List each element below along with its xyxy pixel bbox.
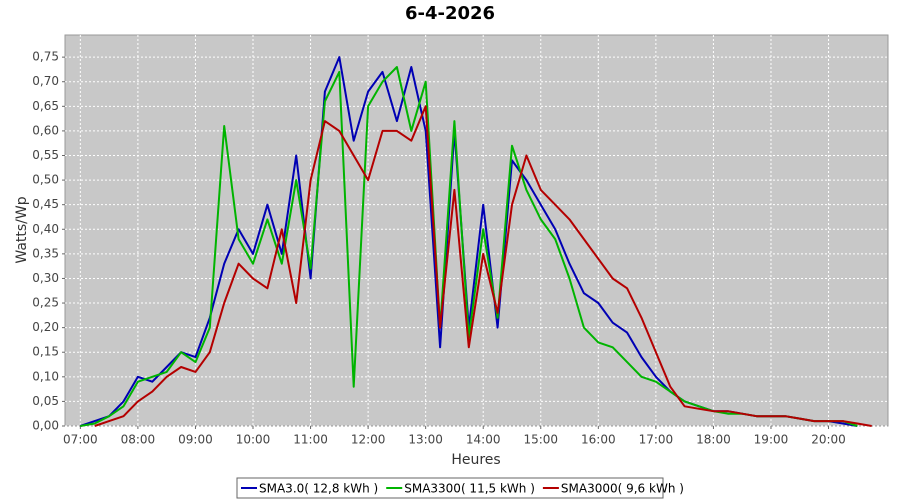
x-tick-label: 08:00 <box>121 433 156 447</box>
legend-label: SMA3.0( 12,8 kWh ) <box>259 482 378 496</box>
y-tick-label: 0,75 <box>32 50 59 64</box>
x-tick-label: 17:00 <box>639 433 674 447</box>
y-tick-label: 0,25 <box>32 296 59 310</box>
y-tick-label: 0,15 <box>32 345 59 359</box>
x-tick-label: 07:00 <box>63 433 98 447</box>
x-tick-label: 19:00 <box>754 433 789 447</box>
y-tick-label: 0,40 <box>32 222 59 236</box>
y-tick-label: 0,35 <box>32 246 59 260</box>
x-tick-label: 20:00 <box>811 433 846 447</box>
y-tick-label: 0,30 <box>32 271 59 285</box>
x-tick-label: 15:00 <box>523 433 558 447</box>
x-tick-label: 09:00 <box>178 433 213 447</box>
y-tick-label: 0,20 <box>32 320 59 334</box>
x-tick-label: 18:00 <box>696 433 731 447</box>
x-axis-label: Heures <box>451 452 500 468</box>
y-tick-label: 0,00 <box>32 419 59 433</box>
x-tick-label: 14:00 <box>466 433 501 447</box>
y-tick-label: 0,10 <box>32 369 59 383</box>
chart-title: 6-4-2026 <box>405 3 495 24</box>
x-tick-label: 11:00 <box>293 433 328 447</box>
y-axis-label: Watts/Wp <box>14 196 30 263</box>
x-tick-label: 10:00 <box>236 433 271 447</box>
y-tick-label: 0,50 <box>32 173 59 187</box>
y-tick-label: 0,55 <box>32 148 59 162</box>
legend <box>236 477 664 499</box>
y-tick-label: 0,70 <box>32 74 59 88</box>
legend-label: SMA3300( 11,5 kWh ) <box>404 482 535 496</box>
y-tick-label: 0,45 <box>32 197 59 211</box>
plot-area <box>64 34 889 427</box>
legend-label: SMA3000( 9,6 kWh ) <box>561 482 684 496</box>
y-tick-label: 0,65 <box>32 99 59 113</box>
y-tick-label: 0,05 <box>32 394 59 408</box>
series-line <box>94 105 872 427</box>
x-tick-label: 13:00 <box>408 433 443 447</box>
y-tick-label: 0,60 <box>32 123 59 137</box>
x-tick-label: 16:00 <box>581 433 616 447</box>
x-tick-label: 12:00 <box>351 433 386 447</box>
